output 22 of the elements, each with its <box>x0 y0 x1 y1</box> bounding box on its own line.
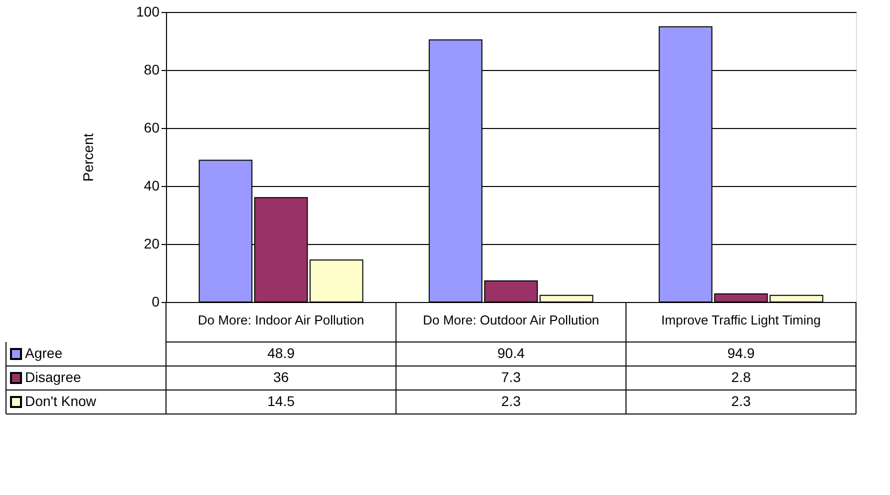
y-tick-label: 40 <box>144 178 160 194</box>
x-tick-label: Do More: Outdoor Air Pollution <box>422 312 600 328</box>
data-label: 7.3 <box>501 369 521 385</box>
data-label: 2.3 <box>731 393 751 409</box>
y-tick-label: 20 <box>144 236 160 252</box>
data-label: 94.9 <box>727 345 755 361</box>
data-label: 2.8 <box>731 369 751 385</box>
y-axis-title: Percent <box>80 133 96 182</box>
y-tick-label: 80 <box>144 62 160 78</box>
x-tick-label: Improve Traffic Light Timing <box>661 312 821 328</box>
data-label: 2.3 <box>501 393 521 409</box>
legend-label: Agree <box>25 345 63 361</box>
y-tick-label: 100 <box>136 4 160 20</box>
legend-label: Disagree <box>25 369 82 385</box>
data-label: 48.9 <box>267 345 295 361</box>
data-label: 90.4 <box>497 345 525 361</box>
legend-label: Don't Know <box>25 393 98 409</box>
data-label: 36 <box>273 369 289 385</box>
y-tick-label: 60 <box>144 120 160 136</box>
data-label: 14.5 <box>267 393 295 409</box>
x-tick-label: Do More: Indoor Air Pollution <box>198 312 364 328</box>
y-tick-label: 0 <box>152 294 160 310</box>
